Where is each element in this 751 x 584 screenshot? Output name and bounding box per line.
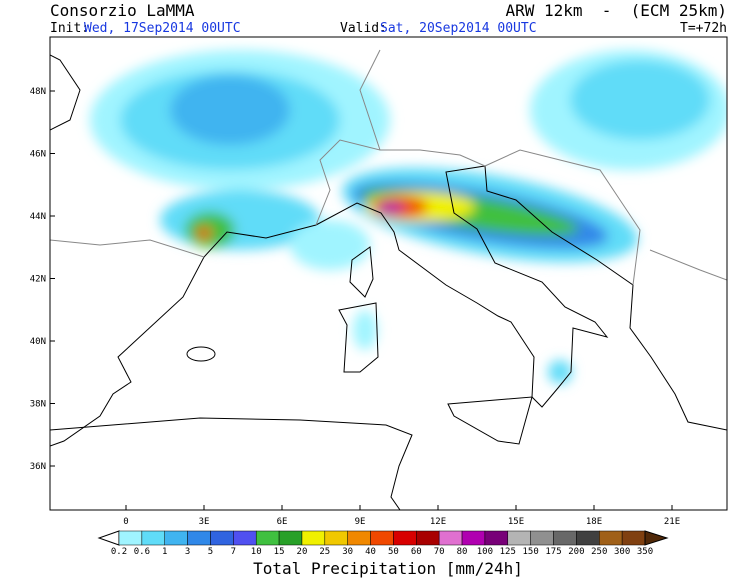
colorbar-box xyxy=(255,530,280,546)
colorbar-label: 200 xyxy=(568,547,584,557)
colorbar-box xyxy=(461,530,486,546)
colorbar-box xyxy=(118,530,143,546)
lat-label: 44N xyxy=(30,212,46,222)
colorbar-label: 30 xyxy=(342,547,353,557)
lon-label: 6E xyxy=(277,517,288,527)
valid-label: Valid: xyxy=(340,21,387,36)
colorbar-box xyxy=(621,530,646,546)
colorbar-box xyxy=(438,530,463,546)
title: Consorzio LaMMA xyxy=(50,1,195,20)
colorbar-box xyxy=(324,530,348,546)
colorbar-label: 10 xyxy=(251,547,262,557)
colorbar-box xyxy=(393,530,417,546)
borders xyxy=(50,49,727,286)
colorbar-box xyxy=(416,530,440,546)
colorbar-label: 150 xyxy=(523,547,539,557)
map xyxy=(50,49,727,510)
colorbar-box xyxy=(507,530,531,546)
colorbar-box xyxy=(370,530,394,546)
colorbar-box xyxy=(278,530,303,546)
colorbar-label: 3 xyxy=(185,547,190,557)
map-frame xyxy=(49,36,728,511)
colorbar-box xyxy=(347,530,371,546)
lon-label: 18E xyxy=(586,517,602,527)
lat-label: 42N xyxy=(30,275,46,285)
axis-labels: 48N 46N 44N 42N 40N 38N 36N 0 3E 6E 9E 12E 15E 18E 21E xyxy=(30,87,680,527)
colorbar-label: 100 xyxy=(477,547,493,557)
colorbar-arrow xyxy=(97,530,120,546)
colorbar-label: 1 xyxy=(162,547,167,557)
lat-label: 36N xyxy=(30,462,46,472)
colorbar-box xyxy=(164,530,188,546)
colorbar-box xyxy=(599,530,623,546)
lon-label: 21E xyxy=(664,517,680,527)
colorbar-box xyxy=(187,530,211,546)
colorbar-label: 50 xyxy=(388,547,399,557)
lat-label: 48N xyxy=(30,87,46,97)
colorbar-label: 70 xyxy=(434,547,445,557)
lat-label: 38N xyxy=(30,400,46,410)
lat-label: 40N xyxy=(30,337,46,347)
colorbar-box xyxy=(576,530,600,546)
colorbar-label: 80 xyxy=(457,547,468,557)
colorbar: 0.2 0.6 1 3 5 7 10 15 20 25 30 40 50 60 70 80 100 125 150 1… xyxy=(97,530,669,557)
colorbar-label: 350 xyxy=(637,547,653,557)
lon-label: 9E xyxy=(355,517,366,527)
colorbar-label: 0.2 xyxy=(111,547,127,557)
colorbar-box xyxy=(301,530,326,546)
model: ARW 12km - (ECM 25km) xyxy=(505,1,727,20)
lon-label: 0 xyxy=(123,517,128,527)
lat-label: 46N xyxy=(30,150,46,160)
colorbar-label: 250 xyxy=(591,547,607,557)
lon-label: 15E xyxy=(508,517,524,527)
colorbar-box xyxy=(484,530,509,546)
colorbar-box xyxy=(530,530,554,546)
colorbar-label: 7 xyxy=(231,547,236,557)
lon-label: 3E xyxy=(199,517,210,527)
valid-date: Sat, 20Sep2014 00UTC xyxy=(380,21,537,36)
colorbar-label: 125 xyxy=(500,547,516,557)
lead-time: T=+72h xyxy=(680,21,727,36)
colorbar-box xyxy=(210,530,234,546)
colorbar-box xyxy=(141,530,165,546)
colorbar-label: 15 xyxy=(274,547,285,557)
colorbar-label: 300 xyxy=(614,547,630,557)
colorbar-label: 175 xyxy=(545,547,561,557)
init-label: Init: xyxy=(50,21,89,36)
lon-label: 12E xyxy=(430,517,446,527)
colorbar-label: 0.6 xyxy=(134,547,150,557)
colorbar-title: Total Precipitation [mm/24h] xyxy=(253,559,523,578)
colorbar-label: 5 xyxy=(208,547,213,557)
precipitation xyxy=(90,50,727,384)
colorbar-label: 40 xyxy=(365,547,376,557)
colorbar-box xyxy=(553,530,577,546)
colorbar-box xyxy=(233,530,257,546)
colorbar-label: 60 xyxy=(411,547,422,557)
init-date: Wed, 17Sep2014 00UTC xyxy=(84,21,241,36)
coastlines xyxy=(50,54,727,510)
colorbar-label: 25 xyxy=(319,547,330,557)
colorbar-label: 20 xyxy=(297,547,308,557)
colorbar-arrow xyxy=(644,530,669,546)
